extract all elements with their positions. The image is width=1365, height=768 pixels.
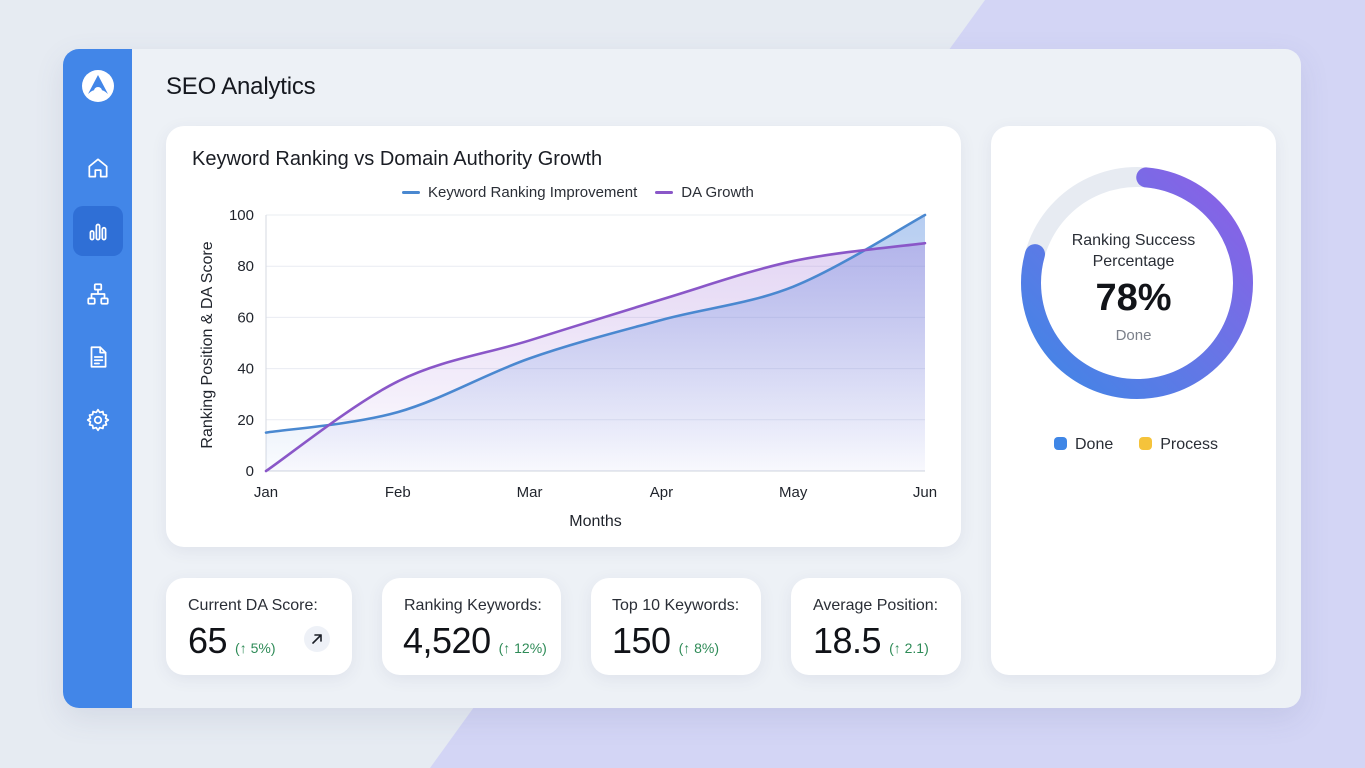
sidebar-item-home[interactable] bbox=[73, 143, 123, 193]
done-swatch bbox=[1054, 437, 1067, 450]
stat-card-top10-keywords: Top 10 Keywords: 150 (↑ 8%) bbox=[591, 578, 761, 675]
chart-card: Keyword Ranking vs Domain Authority Grow… bbox=[166, 126, 961, 547]
stat-label: Top 10 Keywords: bbox=[612, 597, 740, 614]
stat-value-row: 150 (↑ 8%) bbox=[612, 620, 719, 662]
stat-value: 18.5 bbox=[813, 620, 882, 661]
legend-label: Done bbox=[1075, 436, 1114, 453]
stat-value-row: 65 (↑ 5%) bbox=[188, 620, 276, 662]
y-tick-label: 40 bbox=[237, 361, 254, 378]
x-tick-label: May bbox=[779, 484, 808, 501]
legend-label: DA Growth bbox=[681, 184, 754, 201]
stat-card-da-score: Current DA Score: 65 (↑ 5%) bbox=[166, 578, 352, 675]
stat-value-row: 18.5 (↑ 2.1) bbox=[813, 620, 929, 662]
y-tick-label: 0 bbox=[246, 463, 254, 480]
da-growth-line bbox=[264, 241, 927, 473]
y-tick-label: 60 bbox=[237, 309, 254, 326]
y-tick-label: 20 bbox=[237, 412, 254, 429]
stat-value: 4,520 bbox=[403, 620, 491, 661]
x-tick-label: Feb bbox=[385, 484, 411, 501]
legend-item-da[interactable]: DA Growth bbox=[655, 184, 754, 201]
donut-title-line1: Ranking Success bbox=[1071, 232, 1196, 249]
stat-delta: (↑ 8%) bbox=[678, 640, 720, 656]
stat-card-average-position: Average Position: 18.5 (↑ 2.1) bbox=[791, 578, 961, 675]
legend-swatch bbox=[402, 191, 420, 194]
x-axis-label: Months bbox=[569, 513, 621, 530]
page-title: SEO Analytics bbox=[166, 73, 316, 100]
chart-legend: Keyword Ranking Improvement DA Growth bbox=[402, 184, 754, 201]
stat-delta: (↑ 12%) bbox=[498, 640, 547, 656]
x-tick-label: Mar bbox=[517, 484, 543, 501]
stat-value-row: 4,520 (↑ 12%) bbox=[403, 620, 547, 662]
x-tick-label: Apr bbox=[650, 484, 673, 501]
legend-item-process[interactable]: Process bbox=[1139, 436, 1218, 454]
settings-icon bbox=[86, 408, 110, 432]
legend-item-keyword[interactable]: Keyword Ranking Improvement bbox=[402, 184, 637, 201]
donut-subtitle: Done bbox=[1115, 327, 1152, 344]
y-tick-label: 80 bbox=[237, 258, 254, 275]
donut-chart bbox=[1021, 167, 1253, 399]
sidebar-item-sitemap[interactable] bbox=[73, 269, 123, 319]
donut-title-line2: Percentage bbox=[1092, 253, 1175, 270]
y-tick-label: 100 bbox=[229, 207, 254, 224]
app-logo-icon bbox=[82, 70, 114, 102]
legend-label: Process bbox=[1160, 436, 1219, 453]
da-growth-area bbox=[266, 243, 925, 471]
sidebar-item-settings[interactable] bbox=[73, 395, 123, 445]
app-window: SEO Analytics Keyword Ranking vs Domain … bbox=[63, 49, 1301, 708]
keyword-ranking-line bbox=[264, 213, 927, 434]
x-tick-label: Jan bbox=[254, 484, 278, 501]
arrow-up-right-icon bbox=[312, 634, 322, 644]
legend-label: Keyword Ranking Improvement bbox=[428, 184, 638, 201]
analytics-icon bbox=[89, 223, 107, 241]
stat-label: Average Position: bbox=[813, 597, 939, 614]
legend-item-done[interactable]: Done bbox=[1054, 436, 1113, 454]
stat-delta: (↑ 5%) bbox=[235, 640, 276, 656]
sidebar bbox=[63, 49, 132, 708]
y-axis-label: Ranking Position & DA Score bbox=[199, 241, 216, 448]
process-swatch bbox=[1139, 437, 1153, 450]
x-tick-label: Jun bbox=[913, 484, 937, 501]
stat-label: Current DA Score: bbox=[188, 597, 318, 614]
stat-value: 65 bbox=[188, 620, 228, 661]
donut-card: Ranking Success Percentage 78% Done Done… bbox=[991, 126, 1276, 675]
donut-progress-arc bbox=[1021, 167, 1253, 399]
home-icon bbox=[88, 158, 108, 178]
chart-title: Keyword Ranking vs Domain Authority Grow… bbox=[192, 148, 603, 170]
legend-swatch bbox=[655, 191, 674, 194]
document-icon bbox=[90, 346, 107, 368]
trend-button[interactable] bbox=[304, 626, 330, 652]
donut-value: 78% bbox=[1095, 277, 1172, 319]
sidebar-item-analytics[interactable] bbox=[73, 206, 123, 256]
stat-delta: (↑ 2.1) bbox=[889, 640, 929, 656]
stat-value: 150 bbox=[612, 620, 671, 661]
stat-label: Ranking Keywords: bbox=[404, 597, 542, 614]
sidebar-item-reports[interactable] bbox=[73, 332, 123, 382]
stat-card-ranking-keywords: Ranking Keywords: 4,520 (↑ 12%) bbox=[382, 578, 561, 675]
sitemap-icon bbox=[87, 283, 109, 305]
line-chart: 0 20 40 60 80 100 Jan Feb Mar Apr May Jun Months Rank… bbox=[199, 207, 937, 530]
donut-legend: Done Process bbox=[1054, 436, 1218, 454]
